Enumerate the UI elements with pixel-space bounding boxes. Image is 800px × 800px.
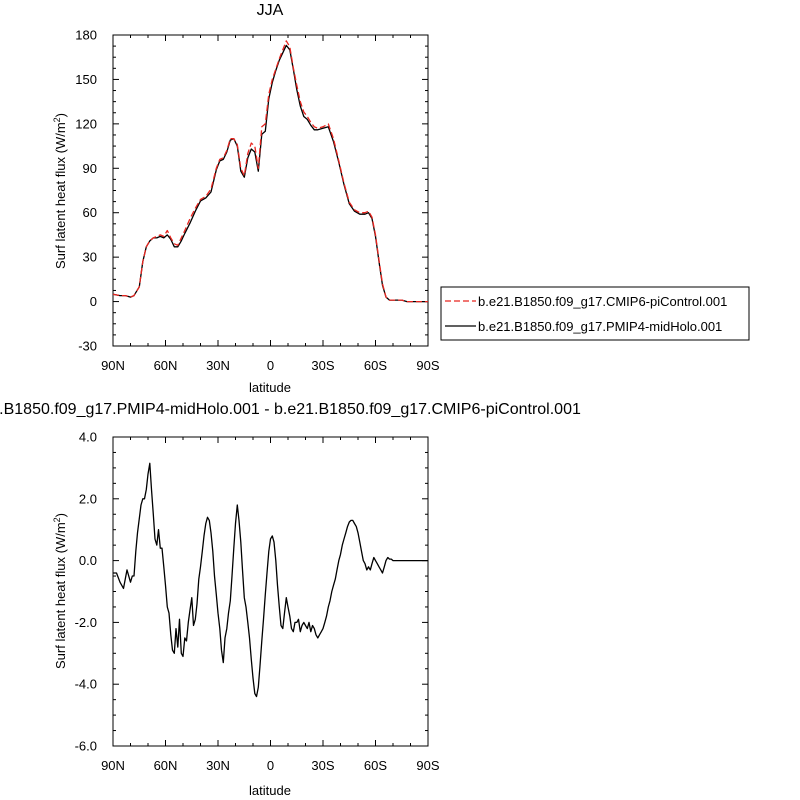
top-chart-panel: JJA 90N 60N 30N 0 30S 60S 90S -30 0 30 60 90 120 150 1… <box>52 2 440 395</box>
top-chart-ylabel: Surf latent heat flux (W/m2) <box>52 113 68 269</box>
bottom-xtick-label: 90S <box>416 758 439 773</box>
bottom-series-line-0 <box>113 462 428 698</box>
legend-label-picontrol: b.e21.B1850.f09_g17.CMIP6-piControl.001 <box>478 294 727 309</box>
bottom-ytick-label: 4.0 <box>79 430 97 445</box>
bottom-plot-frame <box>112 436 429 747</box>
bottom-xtick-label: 0 <box>267 758 274 773</box>
top-series-line-1 <box>112 44 428 303</box>
bottom-ytick-label: 2.0 <box>79 491 97 506</box>
top-plot-frame <box>112 34 429 347</box>
bottom-chart-panel: b.e21.B1850.f09_g17.PMIP4-midHolo.001 - … <box>0 401 581 798</box>
top-ytick-label: 120 <box>75 116 97 131</box>
top-chart-title: JJA <box>257 2 284 19</box>
top-ytick-label: 180 <box>75 28 97 43</box>
top-ytick-label: 90 <box>83 161 97 176</box>
bottom-ytick-label: 0.0 <box>79 553 97 568</box>
top-xtick-label: 90S <box>416 358 439 373</box>
top-ytick-label: 150 <box>75 72 97 87</box>
bottom-xtick-label: 30N <box>206 758 230 773</box>
bottom-chart-title: b.e21.B1850.f09_g17.PMIP4-midHolo.001 - … <box>0 401 581 418</box>
bottom-ytick-label: -6.0 <box>75 739 97 754</box>
top-xtick-label: 0 <box>267 358 274 373</box>
bottom-xtick-label: 60N <box>154 758 178 773</box>
top-chart-ylabel-main: Surf latent heat flux (W/m <box>53 122 68 269</box>
top-chart-xlabel: latitude <box>249 380 291 395</box>
bottom-chart-axes: 90N 60N 30N 0 30S 60S 90S -6.0 -4.0 -2.0 0.0 2.0 4.0 <box>75 430 440 774</box>
bottom-xtick-label: 60S <box>364 758 387 773</box>
legend-box <box>440 286 750 341</box>
bottom-chart-xlabel: latitude <box>249 783 291 798</box>
top-xtick-label: 90N <box>101 358 125 373</box>
top-ytick-label: 30 <box>83 250 97 265</box>
bottom-ytick-label: -4.0 <box>75 677 97 692</box>
top-chart-series <box>112 40 428 303</box>
top-series-line-0 <box>112 40 428 303</box>
bottom-chart-ylabel-main: Surf latent heat flux (W/m <box>53 522 68 669</box>
top-chart-ylabel-close: ) <box>53 113 68 117</box>
top-xtick-label: 30N <box>206 358 230 373</box>
legend-label-midholo: b.e21.B1850.f09_g17.PMIP4-midHolo.001 <box>478 319 722 334</box>
bottom-chart-series <box>113 462 428 698</box>
top-xtick-label: 60N <box>154 358 178 373</box>
bottom-xtick-label: 30S <box>311 758 334 773</box>
top-ytick-label: 60 <box>83 205 97 220</box>
top-chart-axes: 90N 60N 30N 0 30S 60S 90S -30 0 30 60 90 120 150 180 <box>75 28 440 374</box>
top-ytick-label: 0 <box>90 294 97 309</box>
bottom-xtick-label: 90N <box>101 758 125 773</box>
bottom-chart-ylabel: Surf latent heat flux (W/m2) <box>52 513 68 669</box>
bottom-ytick-label: -2.0 <box>75 615 97 630</box>
top-ytick-label: -30 <box>78 339 97 354</box>
top-xtick-label: 60S <box>364 358 387 373</box>
top-chart-ylabel-sup: 2 <box>52 117 62 122</box>
bottom-chart-ylabel-close: ) <box>53 513 68 517</box>
top-xtick-label: 30S <box>311 358 334 373</box>
bottom-chart-ylabel-sup: 2 <box>52 517 62 522</box>
chart-legend: b.e21.B1850.f09_g17.CMIP6-piControl.001 … <box>440 286 750 341</box>
